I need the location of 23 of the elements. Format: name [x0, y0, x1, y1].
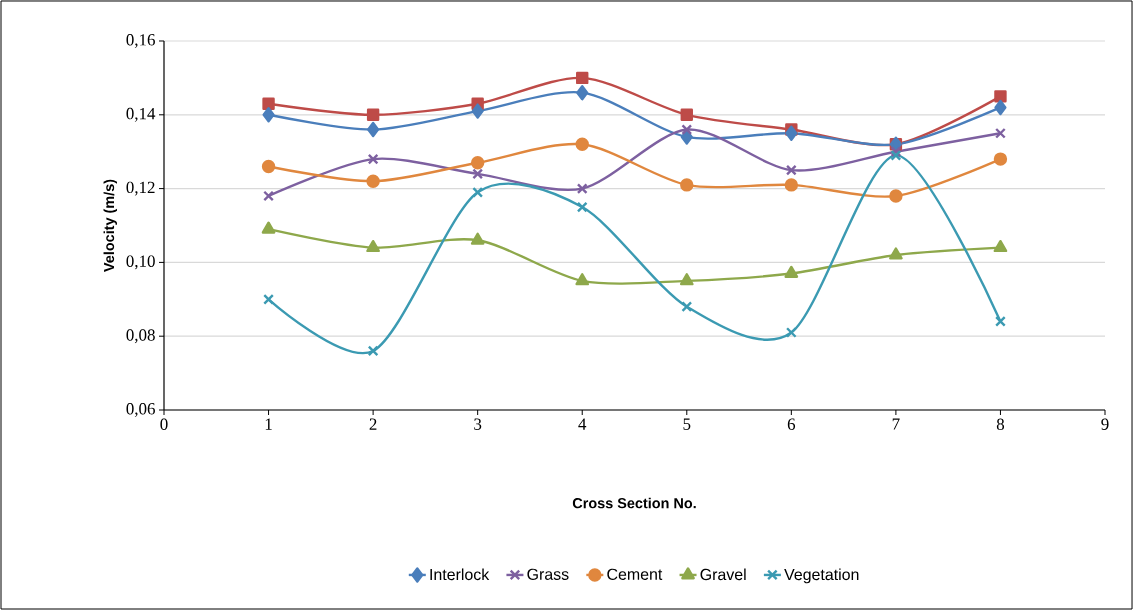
- y-tick-label: 0,10: [126, 255, 155, 270]
- x-tick-label: 1: [265, 418, 272, 430]
- x-tick-label: 6: [787, 418, 796, 430]
- y-tick-label: 0,08: [126, 329, 155, 344]
- y-tick-label: 0,14: [126, 107, 156, 122]
- y-axis-title: Velocity (m/s): [103, 179, 117, 272]
- legend-label: Gravel: [700, 568, 746, 581]
- y-tick-label: 0,16: [126, 34, 155, 48]
- y-tick-label: 0,06: [126, 403, 155, 417]
- legend-label: Cement: [607, 568, 663, 580]
- x-axis-title: Cross Section No.: [572, 497, 696, 509]
- x-tick-label: 0: [160, 418, 168, 430]
- legend-label: Vegetation: [784, 568, 859, 584]
- x-tick-label: 3: [474, 418, 482, 430]
- x-tick-label: 7: [892, 418, 900, 430]
- x-tick-label: 2: [369, 418, 377, 430]
- x-tick-label: 4: [578, 418, 587, 430]
- x-tick-label: 9: [1101, 418, 1109, 430]
- y-tick-label: 0,12: [126, 181, 155, 196]
- x-tick-label: 8: [996, 418, 1005, 430]
- legend-label: Interlock: [430, 568, 490, 581]
- x-tick-label: 5: [683, 418, 691, 430]
- legend-label: Grass: [527, 568, 569, 580]
